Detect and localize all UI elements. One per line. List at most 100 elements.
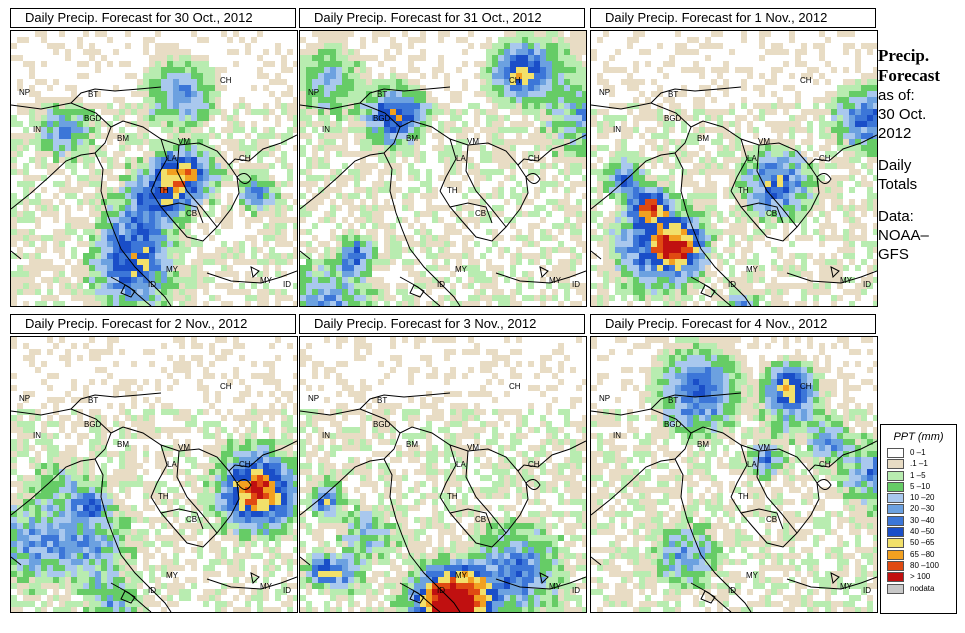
border-line xyxy=(70,86,162,104)
country-label: CH xyxy=(239,460,251,469)
border-line xyxy=(399,582,441,612)
border-line xyxy=(495,270,586,284)
country-label: CH xyxy=(528,460,540,469)
country-label: BM xyxy=(406,134,418,143)
country-label: BT xyxy=(377,396,387,405)
border-line xyxy=(383,152,461,306)
country-label: CB xyxy=(186,209,197,218)
country-label: MY xyxy=(260,582,273,591)
country-label: VM xyxy=(467,137,479,146)
precip-map: NP BT BGD IN CH BM VM LA CH TH CB MY ID MY ID xyxy=(590,336,878,613)
border-line xyxy=(250,266,260,279)
legend-label: .1 –1 xyxy=(910,459,928,469)
precip-map: NP BT BGD IN CH BM VM LA CH TH CB MY ID MY ID xyxy=(10,30,298,307)
legend-label: nodata xyxy=(910,583,935,593)
legend-swatch xyxy=(887,515,904,526)
border-line xyxy=(465,144,507,228)
precip-field xyxy=(11,337,297,612)
legend-label: 5 –10 xyxy=(910,481,931,491)
country-label: IN xyxy=(322,431,330,440)
country-label: ID xyxy=(863,280,871,289)
country-label: CB xyxy=(475,515,486,524)
border-line xyxy=(300,102,401,210)
country-label: CH xyxy=(528,154,540,163)
country-label: MY xyxy=(260,276,273,285)
country-label: CH xyxy=(800,382,812,391)
country-label: CH xyxy=(220,76,232,85)
precip-map: NP BT BGD IN CH BM VM LA CH TH CB MY ID MY ID xyxy=(590,30,878,307)
legend-label: 30 –40 xyxy=(910,515,935,525)
border-line xyxy=(756,144,798,228)
border-line xyxy=(465,450,507,534)
border-line xyxy=(591,556,602,566)
country-label: IN xyxy=(33,125,41,134)
border-line xyxy=(160,202,204,224)
forecast-panel-2: Daily Precip. Forecast for 31 Oct., 2012… xyxy=(299,8,587,308)
border-line xyxy=(120,590,136,604)
sidebar-asof: as of: xyxy=(878,87,915,104)
legend-title: PPT (mm) xyxy=(893,431,944,443)
sidebar-daily-1: Daily xyxy=(878,157,912,174)
country-label: TH xyxy=(738,186,749,195)
country-label: NP xyxy=(308,394,319,403)
country-label: BT xyxy=(88,396,98,405)
country-label: LA xyxy=(167,460,177,469)
border-line xyxy=(786,270,877,284)
legend-label: 1 –5 xyxy=(910,470,926,480)
country-label: BGD xyxy=(373,114,391,123)
country-label: TH xyxy=(158,492,169,501)
country-label: ID xyxy=(437,586,445,595)
country-label: BM xyxy=(697,440,709,449)
border-line xyxy=(94,458,172,612)
forecast-panel-3: Daily Precip. Forecast for 1 Nov., 2012 … xyxy=(590,8,878,308)
country-label: MY xyxy=(746,265,759,274)
border-line xyxy=(11,556,22,566)
border-line xyxy=(150,138,168,192)
legend-swatch xyxy=(887,583,904,594)
country-label: TH xyxy=(738,492,749,501)
border-line xyxy=(740,508,784,530)
country-label: CH xyxy=(819,154,831,163)
border-line xyxy=(690,120,810,166)
legend-swatch xyxy=(887,572,904,583)
border-line xyxy=(539,572,549,585)
legend-swatch xyxy=(887,481,904,492)
country-label: BGD xyxy=(84,420,102,429)
border-line xyxy=(300,408,401,516)
forecast-panel-6: Daily Precip. Forecast for 4 Nov., 2012 … xyxy=(590,314,878,614)
legend-item: 5 –10 xyxy=(881,481,956,492)
border-line xyxy=(690,582,732,612)
country-label: VM xyxy=(178,137,190,146)
legend-swatch xyxy=(887,493,904,504)
forecast-panel-1: Daily Precip. Forecast for 30 Oct., 2012… xyxy=(10,8,298,308)
forecast-panel-4: Daily Precip. Forecast for 2 Nov., 2012 … xyxy=(10,314,298,614)
country-label: BM xyxy=(117,134,129,143)
sidebar-daily-2: Totals xyxy=(878,176,918,193)
border-line xyxy=(525,173,541,184)
border-line xyxy=(830,266,840,279)
border-line xyxy=(816,173,832,184)
border-line xyxy=(300,250,311,260)
border-line xyxy=(250,572,260,585)
legend-label: 40 –50 xyxy=(910,527,935,537)
sidebar-date-1: 30 Oct. xyxy=(878,106,927,123)
country-label: ID xyxy=(437,280,445,289)
precip-map: NP BT BGD IN CH BM VM LA CH TH CB MY ID MY ID xyxy=(299,30,587,307)
country-label: BT xyxy=(377,90,387,99)
legend-item: 80 –100 xyxy=(881,560,956,571)
country-label: ID xyxy=(148,280,156,289)
border-line xyxy=(439,440,586,548)
border-line xyxy=(525,479,541,490)
country-label: TH xyxy=(447,186,458,195)
legend-swatch xyxy=(887,549,904,560)
country-label: ID xyxy=(148,586,156,595)
sidebar-title-1: Precip. xyxy=(878,46,930,65)
border-line xyxy=(236,173,252,184)
border-line xyxy=(730,440,877,548)
country-label: MY xyxy=(166,571,179,580)
sidebar-info: Precip. Forecast as of: 30 Oct. 2012 Dai… xyxy=(878,46,963,264)
precip-map: NP BT BGD IN CH BM VM LA CH TH CB MY ID MY ID xyxy=(299,336,587,613)
border-line xyxy=(439,134,586,242)
